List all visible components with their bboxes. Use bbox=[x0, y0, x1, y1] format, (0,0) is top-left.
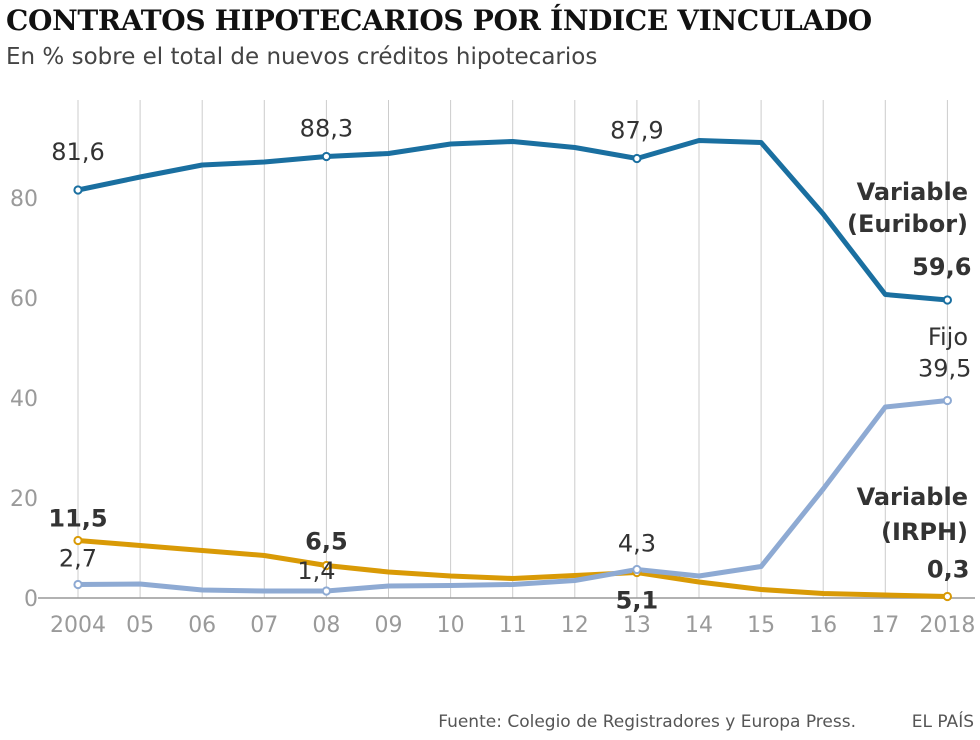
x-tick-label: 15 bbox=[747, 613, 775, 638]
x-tick-label: 14 bbox=[685, 613, 713, 638]
x-tick-label: 2018 bbox=[919, 613, 975, 638]
series-line-irph bbox=[75, 538, 950, 599]
data-markers bbox=[73, 151, 953, 602]
x-tick-label: 12 bbox=[561, 613, 589, 638]
x-tick-label: 11 bbox=[499, 613, 527, 638]
x-tick-label: 17 bbox=[871, 613, 899, 638]
data-point-euribor bbox=[942, 295, 953, 305]
data-labels: 81,6 88,3 87,9 59,6 2,7 1,4 4,3 39,5 11,5 6,5 5,1 0… bbox=[48, 115, 971, 615]
data-label-irph: 0,3 bbox=[927, 556, 970, 584]
data-label-fijo: 4,3 bbox=[618, 530, 656, 558]
x-tick-label: 13 bbox=[623, 613, 651, 638]
x-tick-label: 06 bbox=[188, 613, 216, 638]
y-tick-label: 60 bbox=[10, 287, 38, 312]
data-label-fijo: 2,7 bbox=[59, 545, 97, 573]
data-point-euribor bbox=[73, 185, 83, 195]
x-tick-label: 09 bbox=[375, 613, 403, 638]
publisher-credit: EL PAÍS bbox=[911, 712, 974, 732]
y-tick-label: 40 bbox=[10, 387, 38, 412]
source-note: Fuente: Colegio de Registradores y Europ… bbox=[438, 712, 856, 732]
series-name-label-euribor: Variable bbox=[857, 178, 968, 206]
series-name-label-irph: Variable bbox=[857, 483, 968, 511]
y-tick-label: 80 bbox=[10, 187, 38, 212]
x-tick-label: 2004 bbox=[50, 613, 106, 638]
x-tick-label: 16 bbox=[809, 613, 837, 638]
data-point-irph bbox=[321, 560, 331, 571]
series-name-label-irph: (IRPH) bbox=[881, 518, 968, 546]
data-label-euribor: 87,9 bbox=[610, 117, 663, 145]
series-name-label-euribor: (Euribor) bbox=[847, 210, 968, 238]
x-tick-label: 07 bbox=[250, 613, 278, 638]
axes: 2004 05 06 07 08 09 10 11 12 13 14 15 16 17 2018 0 20 40 6… bbox=[10, 187, 975, 638]
x-tick-label: 10 bbox=[437, 613, 465, 638]
series-line-fijo bbox=[75, 398, 950, 594]
data-label-fijo: 39,5 bbox=[918, 355, 971, 383]
x-tick-label: 08 bbox=[312, 613, 340, 638]
data-label-irph: 5,1 bbox=[616, 587, 659, 615]
series-lines bbox=[75, 138, 950, 599]
series-name-label-fijo: Fijo bbox=[928, 323, 968, 351]
data-point-fijo bbox=[632, 564, 642, 575]
gridlines bbox=[77, 100, 948, 598]
data-point-euribor bbox=[321, 151, 331, 162]
data-label-euribor: 88,3 bbox=[300, 115, 353, 143]
series-line-euribor bbox=[75, 138, 950, 303]
data-point-fijo bbox=[73, 579, 83, 590]
chart-subtitle: En % sobre el total de nuevos créditos h… bbox=[6, 44, 598, 70]
data-point-irph bbox=[942, 591, 953, 602]
data-label-irph: 6,5 bbox=[305, 528, 348, 556]
data-label-euribor: 59,6 bbox=[912, 253, 971, 281]
data-label-euribor: 81,6 bbox=[51, 138, 104, 166]
data-label-irph: 11,5 bbox=[48, 505, 107, 533]
data-point-fijo bbox=[321, 586, 331, 596]
data-label-fijo: 1,4 bbox=[297, 557, 335, 585]
data-point-irph bbox=[73, 535, 83, 546]
chart-title: CONTRATOS HIPOTECARIOS POR ÍNDICE VINCUL… bbox=[6, 4, 872, 37]
y-tick-label: 0 bbox=[24, 587, 38, 612]
x-tick-label: 05 bbox=[126, 613, 154, 638]
y-tick-label: 20 bbox=[10, 487, 38, 512]
data-point-fijo bbox=[942, 395, 953, 406]
data-point-euribor bbox=[632, 153, 642, 164]
